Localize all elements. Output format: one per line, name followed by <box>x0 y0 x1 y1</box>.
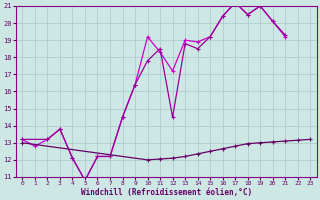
X-axis label: Windchill (Refroidissement éolien,°C): Windchill (Refroidissement éolien,°C) <box>81 188 252 197</box>
